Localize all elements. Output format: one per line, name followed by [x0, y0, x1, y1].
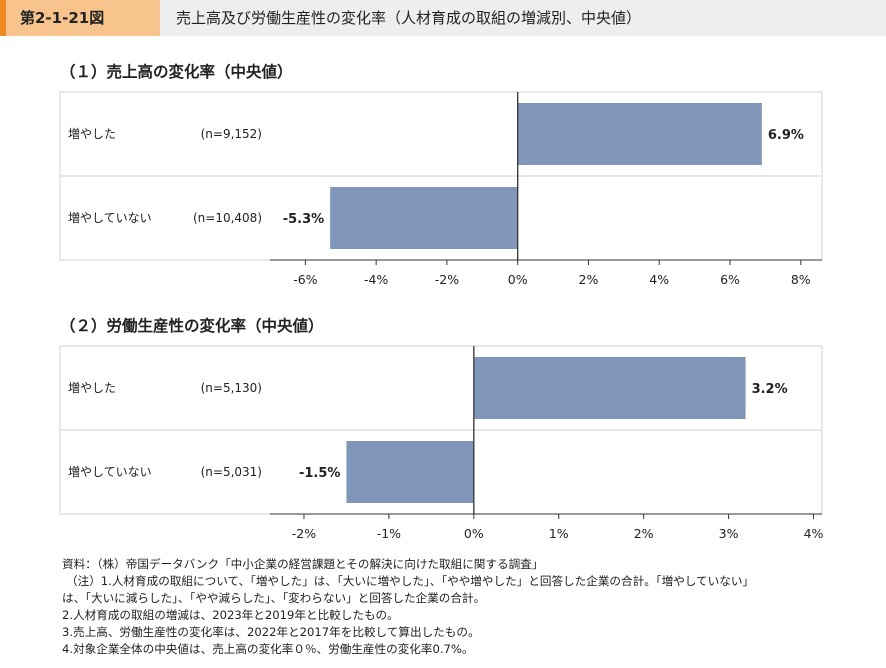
chart1-tick-label: 4%: [649, 272, 669, 287]
chart2-category-label: 増やしていない: [68, 465, 152, 479]
note-2: 2.人材育成の取組の増減は、2023年と2019年と比較したもの。: [62, 608, 399, 622]
figure-title: 売上高及び労働生産性の変化率（人材育成の取組の増減別、中央値）: [176, 9, 642, 27]
chart1-tick-label: -4%: [364, 272, 388, 287]
chart1-tick-label: -2%: [435, 272, 459, 287]
note-4: 4.対象企業全体の中央値は、売上高の変化率０％、労働生産性の変化率0.7%。: [62, 642, 474, 656]
chart1-tick-label: -6%: [293, 272, 317, 287]
note-1: （注）1.人材育成の取組について、「増やした」は、「大いに増やした」、「やや増や…: [66, 574, 755, 588]
note-1-cont: は、「大いに減らした」、「やや減らした」、「変わらない」と回答した企業の合計。: [62, 591, 486, 605]
chart1-tick-label: 0%: [508, 272, 528, 287]
chart2-tick-label: -1%: [377, 526, 401, 541]
chart2-tick-label: 4%: [804, 526, 824, 541]
note-3: 3.売上高、労働生産性の変化率は、2022年と2017年を比較して算出したもの。: [62, 625, 480, 639]
chart1-tick-label: 6%: [720, 272, 740, 287]
chart1-category-label: 増やしていない: [68, 211, 152, 225]
chart2-bar: [473, 357, 746, 419]
chart1-category-label: 増やした: [68, 127, 116, 141]
chart2-title: （２）労働生産性の変化率（中央値）: [60, 317, 324, 335]
chart2-tick-label: 0%: [464, 526, 484, 541]
chart2-data-label: -1.5%: [299, 466, 340, 481]
chart1-data-label: -5.3%: [283, 212, 324, 227]
chart1-title: （１）売上高の変化率（中央値）: [60, 63, 293, 81]
chart1-bar: [330, 187, 518, 249]
chart1-tick-label: 2%: [579, 272, 599, 287]
chart2-sample-size: (n=5,031): [201, 465, 262, 479]
chart1-data-label: 6.9%: [768, 128, 804, 143]
chart2-tick-label: 3%: [719, 526, 739, 541]
chart1-bar: [517, 103, 762, 165]
figure-number: 第2-1-21図: [0, 0, 160, 36]
chart1-tick-label: 8%: [791, 272, 811, 287]
chart2-bar: [346, 441, 474, 503]
chart2-data-label: 3.2%: [752, 382, 788, 397]
chart2-sample-size: (n=5,130): [201, 381, 262, 395]
chart2-tick-label: 1%: [549, 526, 569, 541]
figure-header: 第2-1-21図 売上高及び労働生産性の変化率（人材育成の取組の増減別、中央値）: [0, 0, 886, 36]
notes: 資料：（株）帝国データバンク「中小企業の経営課題とその解決に向けた取組に関する調…: [62, 556, 882, 658]
charts-canvas: 増やした (n=9,152) 6.9% 増やしていない (n=10,408) -5.3% -…: [59, 91, 824, 541]
chart2-category-label: 増やした: [68, 381, 116, 395]
chart2-tick-label: -2%: [292, 526, 316, 541]
note-source: 資料：（株）帝国データバンク「中小企業の経営課題とその解決に向けた取組に関する調…: [62, 557, 544, 571]
chart1-sample-size: (n=9,152): [201, 127, 262, 141]
chart1-sample-size: (n=10,408): [193, 211, 262, 225]
chart2-tick-label: 2%: [634, 526, 654, 541]
